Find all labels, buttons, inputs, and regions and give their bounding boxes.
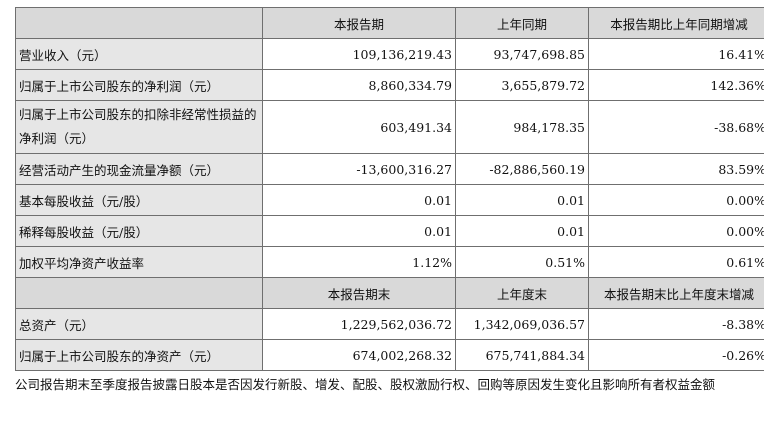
change-value: 0.00% — [588, 215, 764, 247]
row-label: 经营活动产生的现金流量净额（元） — [15, 153, 263, 185]
table-row: 归属于上市公司股东的净资产（元） 674,002,268.32 675,741,88… — [15, 339, 764, 371]
current-value: 1,229,562,036.72 — [262, 308, 456, 340]
prior-value: 1,342,069,036.57 — [455, 308, 589, 340]
change-value: 16.41% — [588, 38, 764, 70]
current-value: 8,860,334.79 — [262, 69, 456, 101]
row-label: 稀释每股收益（元/股） — [15, 215, 263, 247]
row-label: 归属于上市公司股东的扣除非经常性损益的净利润（元） — [15, 100, 263, 154]
current-value: -13,600,316.27 — [262, 153, 456, 185]
row-label: 基本每股收益（元/股） — [15, 184, 263, 216]
column-header: 上年度末 — [455, 277, 589, 309]
prior-value: -82,886,560.19 — [455, 153, 589, 185]
prior-value: 0.01 — [455, 184, 589, 216]
prior-value: 0.01 — [455, 215, 589, 247]
change-value: 142.36% — [588, 69, 764, 101]
change-value: -38.68% — [588, 100, 764, 154]
prior-value: 675,741,884.34 — [455, 339, 589, 371]
current-value: 0.01 — [262, 215, 456, 247]
financial-data-table: 本报告期 上年同期 本报告期比上年同期增减 营业收入（元） 109,136,219.43… — [15, 7, 764, 371]
table-row: 总资产（元） 1,229,562,036.72 1,342,069,036.57 -8… — [15, 308, 764, 340]
row-label: 归属于上市公司股东的净利润（元） — [15, 69, 263, 101]
table-row: 加权平均净资产收益率 1.12% 0.51% 0.61% — [15, 246, 764, 278]
change-value: 0.00% — [588, 184, 764, 216]
current-value: 603,491.34 — [262, 100, 456, 154]
change-value: -8.38% — [588, 308, 764, 340]
table-row: 稀释每股收益（元/股） 0.01 0.01 0.00% — [15, 215, 764, 247]
prior-value: 0.51% — [455, 246, 589, 278]
column-header: 本报告期末比上年度末增减 — [588, 277, 764, 309]
prior-value: 3,655,879.72 — [455, 69, 589, 101]
row-label: 总资产（元） — [15, 308, 263, 340]
header-row: 本报告期末 上年度末 本报告期末比上年度末增减 — [15, 277, 764, 309]
table-row: 经营活动产生的现金流量净额（元） -13,600,316.27 -82,886,56… — [15, 153, 764, 185]
current-value: 109,136,219.43 — [262, 38, 456, 70]
column-header: 上年同期 — [455, 7, 589, 39]
row-label: 加权平均净资产收益率 — [15, 246, 263, 278]
current-value: 674,002,268.32 — [262, 339, 456, 371]
change-value: 0.61% — [588, 246, 764, 278]
column-header — [15, 7, 263, 39]
prior-value: 984,178.35 — [455, 100, 589, 154]
table-row: 归属于上市公司股东的净利润（元） 8,860,334.79 3,655,879.72… — [15, 69, 764, 101]
column-header — [15, 277, 263, 309]
equity-change-note: 公司报告期末至季度报告披露日股本是否因发行新股、增发、配股、股权激励行权、回购等… — [15, 377, 716, 392]
prior-value: 93,747,698.85 — [455, 38, 589, 70]
row-label: 营业收入（元） — [15, 38, 263, 70]
column-header: 本报告期 — [262, 7, 456, 39]
current-value: 1.12% — [262, 246, 456, 278]
row-label: 归属于上市公司股东的净资产（元） — [15, 339, 263, 371]
change-value: 83.59% — [588, 153, 764, 185]
table-row: 归属于上市公司股东的扣除非经常性损益的净利润（元） 603,491.34 984,1… — [15, 100, 764, 154]
current-value: 0.01 — [262, 184, 456, 216]
header-row: 本报告期 上年同期 本报告期比上年同期增减 — [15, 7, 764, 39]
table-row: 营业收入（元） 109,136,219.43 93,747,698.85 16.41% — [15, 38, 764, 70]
column-header: 本报告期比上年同期增减 — [588, 7, 764, 39]
change-value: -0.26% — [588, 339, 764, 371]
table-row: 基本每股收益（元/股） 0.01 0.01 0.00% — [15, 184, 764, 216]
column-header: 本报告期末 — [262, 277, 456, 309]
